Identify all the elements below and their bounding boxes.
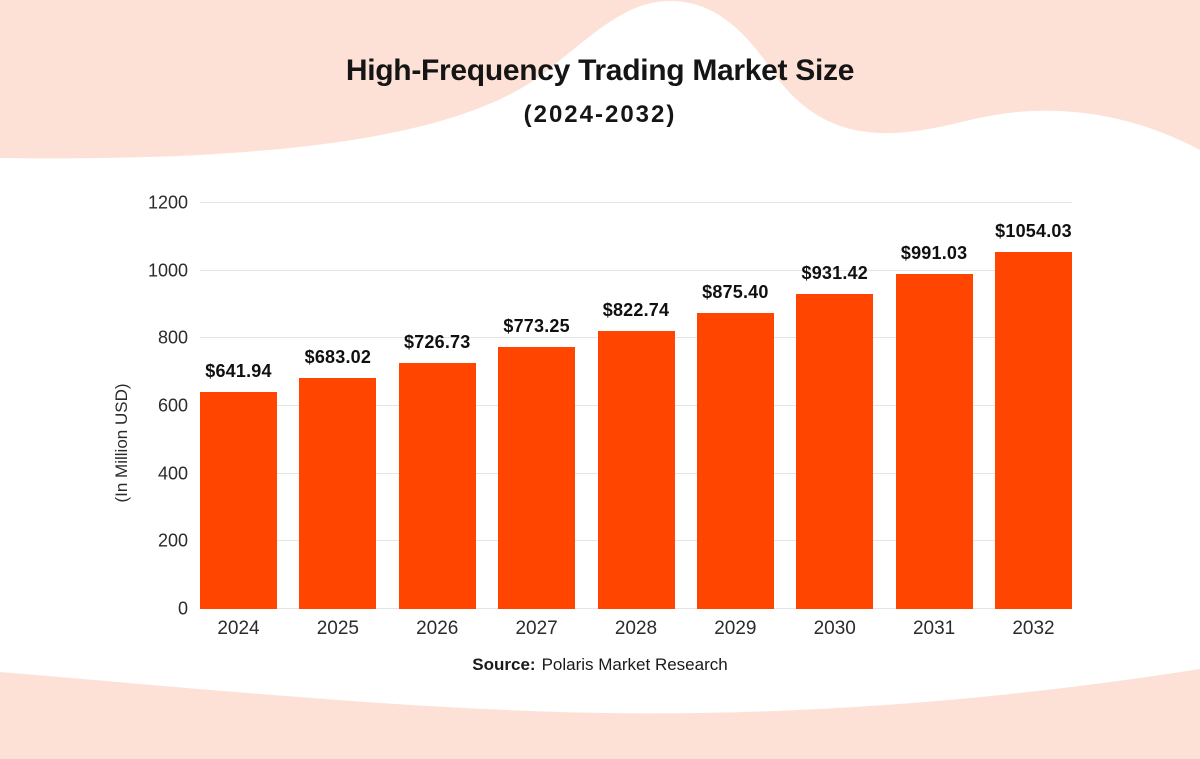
- chart-header: High-Frequency Trading Market Size (2024…: [0, 54, 1200, 129]
- bar-column: $991.03 2031: [895, 203, 973, 639]
- bottom-wave-shape: [0, 669, 1200, 759]
- bottom-wave-decoration: [0, 669, 1200, 759]
- bar-2026: $726.73: [398, 332, 476, 609]
- bar-2028: $822.74: [597, 300, 675, 609]
- chart-subtitle: (2024-2032): [523, 101, 677, 128]
- bar-value-label: $726.73: [404, 332, 471, 353]
- bar-value-label: $683.02: [304, 346, 372, 367]
- bar-2025: $683.02: [299, 347, 377, 609]
- gridline: [200, 202, 1072, 203]
- y-axis: 0 200 400 600 800 1000 1200: [0, 193, 188, 619]
- source-label: Source:: [472, 655, 536, 674]
- chart-title: High-Frequency Trading Market Size: [345, 54, 855, 87]
- source-line: Source: Polaris Market Research: [0, 655, 1200, 675]
- bar-2024: $641.94: [200, 361, 277, 609]
- bar-column: $931.42 2030: [796, 203, 874, 639]
- plot-area: $641.94 2024 $683.02 2025 $726.73 2026 $773.25…: [200, 202, 1072, 639]
- x-tick-label: 2024: [217, 618, 260, 639]
- bar-2031: $991.03: [895, 243, 973, 609]
- gridline: [200, 269, 1072, 271]
- bar-value-label: $1054.03: [995, 221, 1072, 242]
- bar-column: $875.40 2029: [696, 203, 774, 639]
- bar-2032: $1054.03: [995, 221, 1072, 609]
- bar-value-label: $822.74: [602, 299, 670, 320]
- x-tick-label: 2026: [416, 618, 459, 639]
- y-tick-label: 800: [157, 327, 188, 348]
- source-text: Polaris Market Research: [541, 655, 728, 674]
- bar-column: $641.94 2024: [200, 203, 277, 639]
- bar-value-label: $931.42: [801, 262, 868, 283]
- y-tick-label: 400: [157, 463, 188, 484]
- y-tick-label: 200: [157, 530, 188, 551]
- bar-column: $726.73 2026: [398, 203, 476, 639]
- bar-2029: $875.40: [696, 282, 774, 609]
- bar-column: $822.74 2028: [597, 203, 675, 639]
- bar-value-label: $773.25: [503, 316, 570, 337]
- x-tick-label: 2031: [912, 618, 956, 639]
- bar-column: $683.02 2025: [299, 203, 377, 639]
- x-tick-label: 2028: [614, 618, 658, 639]
- bar-2027: $773.25: [498, 316, 576, 609]
- bar-value-label: $991.03: [900, 242, 968, 263]
- bar-value-label: $641.94: [205, 360, 272, 381]
- bar-value-label: $875.40: [702, 281, 769, 302]
- y-tick-label: 0: [177, 598, 188, 619]
- bar-2030: $931.42: [796, 263, 874, 609]
- y-tick-label: 1200: [147, 192, 188, 213]
- bars-container: $641.94 2024 $683.02 2025 $726.73 2026 $773.25…: [200, 203, 1072, 639]
- x-tick-label: 2025: [316, 618, 360, 639]
- x-tick-label: 2032: [1012, 618, 1055, 639]
- bar-column: $1054.03 2032: [995, 203, 1072, 639]
- y-tick-label: 1000: [147, 260, 188, 281]
- bar-column: $773.25 2027: [498, 203, 576, 639]
- x-tick-label: 2029: [714, 618, 757, 639]
- y-tick-label: 600: [157, 395, 188, 416]
- x-tick-label: 2027: [515, 618, 558, 639]
- x-tick-label: 2030: [813, 618, 856, 639]
